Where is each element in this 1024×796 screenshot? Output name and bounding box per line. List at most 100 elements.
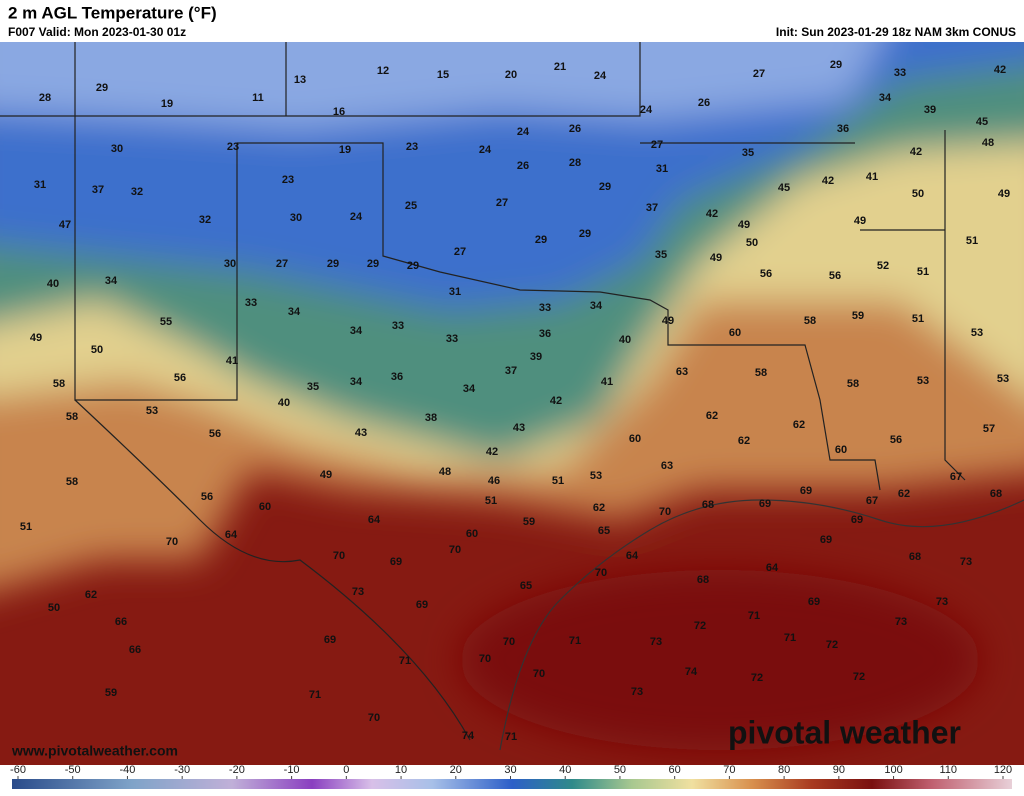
temperature-label: 72 <box>694 620 706 632</box>
temperature-label: 29 <box>327 258 339 270</box>
temperature-label: 73 <box>960 556 972 568</box>
temperature-label: 58 <box>755 367 767 379</box>
temperature-label: 49 <box>662 315 674 327</box>
temperature-label: 49 <box>738 219 750 231</box>
temperature-label: 43 <box>513 422 525 434</box>
temperature-label: 69 <box>416 599 428 611</box>
temperature-label: 73 <box>650 636 662 648</box>
temperature-label: 30 <box>111 143 123 155</box>
temperature-label: 36 <box>539 328 551 340</box>
temperature-label: 66 <box>129 644 141 656</box>
temperature-label: 29 <box>535 234 547 246</box>
temperature-label: 39 <box>530 351 542 363</box>
temperature-label: 30 <box>290 212 302 224</box>
temperature-label: 45 <box>976 116 988 128</box>
temperature-label: 71 <box>569 635 581 647</box>
temperature-label: 53 <box>997 373 1009 385</box>
temperature-label: 60 <box>466 528 478 540</box>
temperature-label: 42 <box>994 64 1006 76</box>
temperature-label: 36 <box>391 371 403 383</box>
temperature-label: 29 <box>407 260 419 272</box>
temperature-label: 24 <box>479 144 492 156</box>
temperature-label: 69 <box>800 485 812 497</box>
temperature-label: 35 <box>655 249 667 261</box>
temperature-label: 60 <box>835 444 847 456</box>
temperature-label: 24 <box>517 126 530 138</box>
temperature-label: 53 <box>146 405 158 417</box>
temperature-label: 42 <box>550 395 562 407</box>
temperature-label: 56 <box>209 428 221 440</box>
temperature-label: 53 <box>590 470 602 482</box>
temperature-label: 33 <box>392 320 404 332</box>
temperature-label: 26 <box>698 97 710 109</box>
temperature-label: 25 <box>405 200 417 212</box>
temperature-label: 70 <box>368 712 380 724</box>
temperature-label: 29 <box>579 228 591 240</box>
colorbar-tick-label: 110 <box>940 764 958 776</box>
temperature-label: 56 <box>174 372 186 384</box>
map: pivotal weather www.pivotalweather.com <box>0 42 1024 765</box>
temperature-label: 66 <box>115 616 127 628</box>
temperature-label: 35 <box>742 147 754 159</box>
temperature-label: 51 <box>485 495 497 507</box>
temperature-label: 73 <box>352 586 364 598</box>
temperature-label: 50 <box>91 344 103 356</box>
temperature-label: 49 <box>854 215 866 227</box>
temperature-label: 31 <box>449 286 461 298</box>
temperature-label: 51 <box>917 266 929 278</box>
temperature-label: 70 <box>533 668 545 680</box>
temperature-label: 42 <box>486 446 498 458</box>
temperature-label: 63 <box>676 366 688 378</box>
temperature-label: 69 <box>808 596 820 608</box>
temperature-label: 69 <box>324 634 336 646</box>
temperature-label: 70 <box>595 567 607 579</box>
colorbar-tick-label: 0 <box>343 764 349 776</box>
temperature-label: 72 <box>826 639 838 651</box>
temperature-label: 46 <box>488 475 500 487</box>
temperature-label: 64 <box>766 562 779 574</box>
temperature-label: 56 <box>201 491 213 503</box>
colorbar-tick-label: -50 <box>65 764 81 776</box>
temperature-label: 27 <box>651 139 663 151</box>
temperature-label: 19 <box>161 98 173 110</box>
temperature-label: 69 <box>759 498 771 510</box>
temperature-label: 31 <box>34 179 46 191</box>
temperature-label: 27 <box>454 246 466 258</box>
temperature-label: 27 <box>496 197 508 209</box>
temperature-label: 70 <box>659 506 671 518</box>
temperature-label: 71 <box>309 689 321 701</box>
temperature-label: 40 <box>619 334 631 346</box>
temperature-label: 62 <box>738 435 750 447</box>
temperature-label: 68 <box>990 488 1002 500</box>
colorbar-tick-label: 10 <box>395 764 407 776</box>
temperature-label: 62 <box>706 410 718 422</box>
temperature-label: 24 <box>594 70 607 82</box>
temperature-label: 60 <box>259 501 271 513</box>
temperature-label: 58 <box>53 378 65 390</box>
temperature-label: 34 <box>288 306 301 318</box>
temperature-label: 70 <box>479 653 491 665</box>
temperature-label: 62 <box>898 488 910 500</box>
temperature-label: 59 <box>105 687 117 699</box>
temperature-label: 37 <box>646 202 658 214</box>
watermark: pivotal weather <box>728 714 961 750</box>
temperature-label: 38 <box>425 412 437 424</box>
temperature-label: 41 <box>866 171 878 183</box>
colorbar-tick-label: 70 <box>723 764 735 776</box>
colorbar-tick-label: -20 <box>229 764 245 776</box>
temperature-label: 73 <box>895 616 907 628</box>
temperature-label: 56 <box>760 268 772 280</box>
colorbar-tick-label: -60 <box>10 764 26 776</box>
temperature-label: 50 <box>746 237 758 249</box>
temperature-label: 20 <box>505 69 517 81</box>
colorbar-tick-label: -30 <box>174 764 190 776</box>
temperature-label: 27 <box>276 258 288 270</box>
temperature-label: 11 <box>252 92 264 104</box>
temperature-label: 34 <box>350 376 363 388</box>
temperature-label: 56 <box>890 434 902 446</box>
temperature-label: 16 <box>333 106 345 118</box>
colorbar-tick-label: 30 <box>504 764 516 776</box>
temperature-label: 70 <box>333 550 345 562</box>
temperature-label: 41 <box>601 376 613 388</box>
colorbar-tick-label: 80 <box>778 764 790 776</box>
